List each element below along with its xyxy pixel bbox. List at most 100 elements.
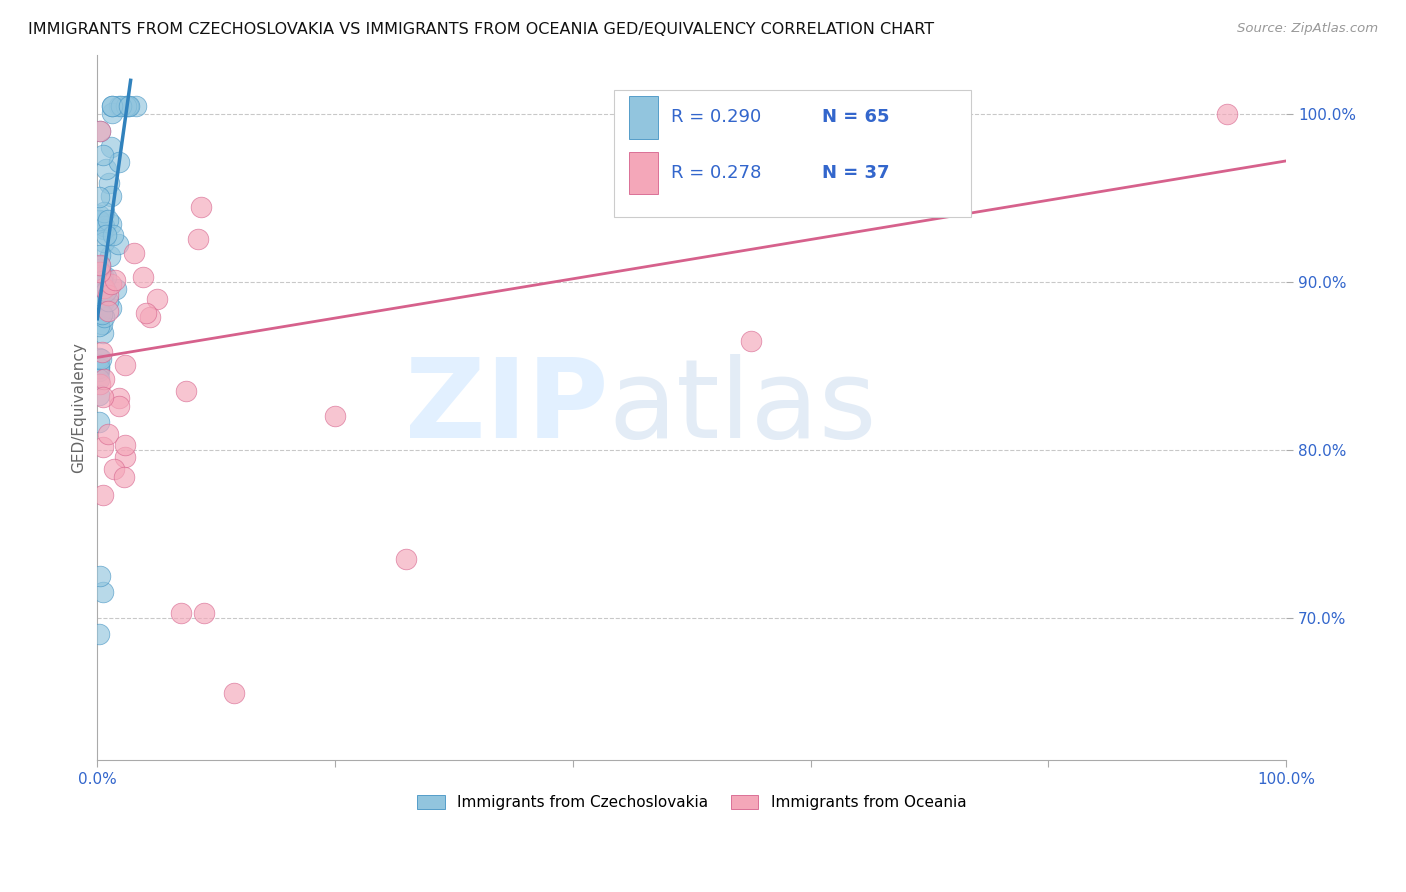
Point bbox=[323, 409, 346, 424]
Point bbox=[89, 568, 111, 582]
Point bbox=[89, 265, 111, 279]
Point bbox=[87, 212, 110, 227]
Point bbox=[135, 306, 157, 320]
Point bbox=[740, 334, 762, 348]
Point bbox=[117, 98, 139, 112]
Point bbox=[114, 358, 136, 372]
Point bbox=[94, 161, 117, 176]
Point bbox=[110, 98, 132, 112]
Point bbox=[114, 438, 136, 452]
Point bbox=[89, 259, 111, 273]
Point bbox=[97, 287, 120, 301]
Point bbox=[96, 294, 118, 309]
Point bbox=[87, 415, 110, 429]
Point bbox=[89, 376, 111, 391]
Point bbox=[89, 351, 111, 365]
Point bbox=[132, 269, 155, 284]
Point bbox=[103, 228, 125, 243]
Point bbox=[91, 326, 114, 340]
Point bbox=[91, 440, 114, 454]
Point bbox=[93, 281, 115, 295]
Point bbox=[97, 304, 120, 318]
Point bbox=[89, 124, 111, 138]
Point bbox=[93, 372, 115, 386]
Text: R = 0.278: R = 0.278 bbox=[672, 164, 762, 182]
Point bbox=[89, 259, 111, 273]
Point bbox=[90, 317, 112, 331]
Text: IMMIGRANTS FROM CZECHOSLOVAKIA VS IMMIGRANTS FROM OCEANIA GED/EQUIVALENCY CORREL: IMMIGRANTS FROM CZECHOSLOVAKIA VS IMMIGR… bbox=[28, 22, 934, 37]
Point bbox=[169, 606, 191, 620]
Point bbox=[104, 273, 127, 287]
Point bbox=[93, 310, 115, 324]
Point bbox=[89, 305, 111, 319]
Point bbox=[100, 188, 122, 202]
Point bbox=[112, 470, 135, 484]
FancyBboxPatch shape bbox=[628, 96, 658, 138]
Point bbox=[100, 301, 122, 315]
Point bbox=[89, 361, 111, 376]
Point bbox=[87, 261, 110, 276]
Point bbox=[395, 552, 418, 566]
Text: atlas: atlas bbox=[609, 354, 877, 461]
Point bbox=[190, 200, 212, 214]
Point bbox=[97, 213, 120, 227]
Point bbox=[93, 235, 115, 249]
Text: N = 65: N = 65 bbox=[823, 109, 890, 127]
Point bbox=[93, 204, 115, 219]
Point bbox=[139, 310, 162, 325]
Point bbox=[87, 359, 110, 373]
Point bbox=[89, 124, 111, 138]
Point bbox=[87, 291, 110, 305]
Point bbox=[101, 98, 124, 112]
Point bbox=[146, 293, 169, 307]
FancyBboxPatch shape bbox=[614, 90, 972, 218]
Point bbox=[114, 450, 136, 464]
Point bbox=[105, 281, 128, 295]
Point bbox=[87, 364, 110, 378]
Point bbox=[90, 345, 112, 359]
Point bbox=[90, 267, 112, 281]
Point bbox=[108, 399, 131, 413]
Point bbox=[90, 274, 112, 288]
Point bbox=[108, 155, 131, 169]
Text: N = 37: N = 37 bbox=[823, 164, 890, 182]
Point bbox=[174, 384, 197, 399]
Point bbox=[107, 236, 129, 251]
Point bbox=[87, 209, 110, 223]
Point bbox=[125, 98, 148, 112]
Point bbox=[89, 248, 111, 262]
Point bbox=[117, 98, 139, 112]
Point bbox=[91, 148, 114, 162]
Point bbox=[100, 277, 122, 291]
Point bbox=[93, 287, 115, 301]
Point bbox=[100, 218, 122, 232]
Point bbox=[108, 392, 131, 406]
Point bbox=[87, 213, 110, 227]
Text: Source: ZipAtlas.com: Source: ZipAtlas.com bbox=[1237, 22, 1378, 36]
Point bbox=[97, 426, 120, 441]
Point bbox=[122, 246, 145, 260]
Point bbox=[91, 269, 114, 284]
Text: ZIP: ZIP bbox=[405, 354, 609, 461]
FancyBboxPatch shape bbox=[628, 153, 658, 194]
Point bbox=[87, 372, 110, 386]
Point bbox=[91, 390, 114, 404]
Point bbox=[93, 222, 115, 236]
Point bbox=[87, 627, 110, 641]
Point bbox=[94, 228, 117, 243]
Point bbox=[101, 98, 124, 112]
Point bbox=[93, 293, 115, 308]
Point bbox=[90, 352, 112, 367]
Point bbox=[222, 686, 245, 700]
Point bbox=[87, 298, 110, 312]
Point bbox=[94, 270, 117, 285]
Point bbox=[94, 284, 117, 298]
Text: R = 0.290: R = 0.290 bbox=[672, 109, 762, 127]
Point bbox=[97, 176, 120, 190]
Point bbox=[93, 488, 115, 502]
Legend: Immigrants from Czechoslovakia, Immigrants from Oceania: Immigrants from Czechoslovakia, Immigran… bbox=[411, 789, 973, 816]
Point bbox=[100, 140, 122, 154]
Point bbox=[103, 462, 125, 476]
Point bbox=[1215, 107, 1237, 121]
Point bbox=[108, 98, 131, 112]
